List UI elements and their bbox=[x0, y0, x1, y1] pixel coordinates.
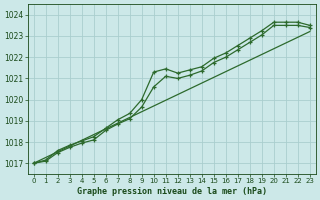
X-axis label: Graphe pression niveau de la mer (hPa): Graphe pression niveau de la mer (hPa) bbox=[77, 187, 267, 196]
